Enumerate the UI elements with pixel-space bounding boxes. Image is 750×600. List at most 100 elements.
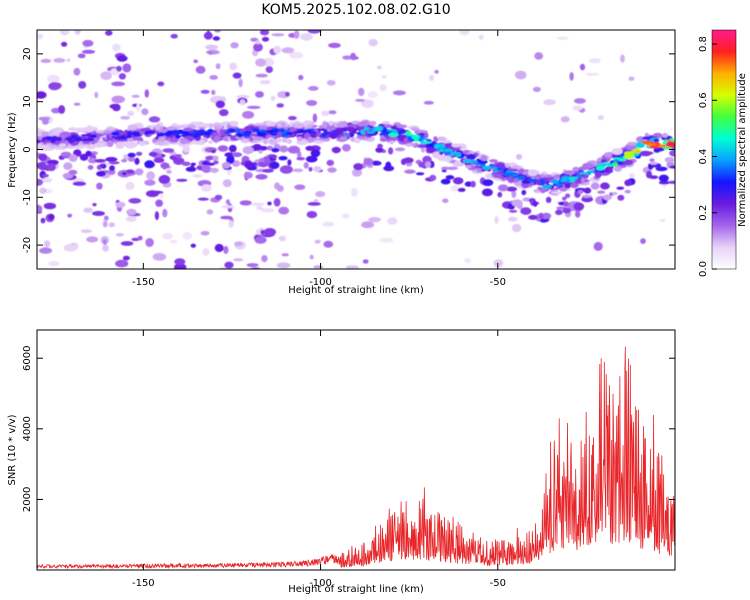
snr-y-tick-label: 4000: [22, 416, 33, 441]
spectrogram-ridge-blob: [101, 129, 114, 133]
spectrogram-noise-blob: [288, 116, 297, 121]
spectrogram-noise-blob: [214, 30, 221, 33]
spectrogram-band-blob: [166, 169, 172, 174]
spectrogram-noise-blob: [266, 145, 274, 151]
spectrogram-noise-blob: [314, 239, 321, 244]
spectrogram-noise-blob: [233, 258, 244, 262]
spectrogram-ridge-core: [542, 184, 552, 189]
spectrogram-band-blob: [127, 152, 136, 158]
spectrogram-noise-blob: [103, 215, 109, 221]
snr-x-tick-label: -100: [309, 578, 332, 589]
spectrogram-band-blob: [135, 151, 143, 156]
spectrogram-noise-blob: [350, 52, 357, 61]
spectrogram-ridge-blob: [37, 131, 42, 137]
spectrogram-noise-blob: [203, 31, 213, 40]
spectrogram-ridge-core: [181, 131, 190, 135]
spectrogram-noise-blob: [108, 222, 116, 228]
spectrogram-band-blob: [121, 159, 128, 163]
spectrogram-band-blob: [590, 182, 600, 190]
snr-y-ticks: 2000 4000 6000: [22, 346, 675, 512]
spectrogram-ridge-core: [648, 145, 658, 149]
spectrogram-ridge-blob: [578, 166, 589, 171]
spectrogram-noise-blob: [115, 201, 126, 208]
spectrogram-ridge-core: [223, 131, 230, 134]
spectrogram-noise-blob: [556, 36, 569, 40]
spectrogram-ridge-core: [156, 133, 164, 137]
spectrogram-ridge-core: [126, 130, 133, 136]
spectrogram-noise-blob: [214, 194, 223, 200]
spectrogram-noise-blob: [292, 168, 304, 173]
spectrogram-ridge-core: [144, 130, 151, 135]
spectrogram-ridge-core: [90, 134, 97, 138]
spectrogram-ridge-core: [604, 162, 611, 165]
spectrogram-band-blob: [363, 157, 374, 166]
spectrogram-band-blob: [575, 210, 581, 218]
spectrogram-band-blob: [497, 184, 509, 192]
spectrogram-noise-blob: [494, 216, 499, 224]
spectrogram-ridge-core: [420, 140, 426, 145]
spectrogram-noise-blob: [313, 166, 322, 172]
spectrogram-ridge-blob: [73, 145, 85, 149]
spectrogram-band-blob: [597, 190, 606, 194]
spectrogram-ridge-blob: [383, 124, 393, 129]
spectrogram-ridge-blob: [48, 144, 58, 149]
spectrogram-band-blob: [262, 156, 271, 165]
spectrogram-noise-blob: [640, 238, 646, 245]
spectrogram-noise-blob: [429, 74, 435, 81]
spectrogram-ridge-blob: [269, 139, 274, 143]
spectrogram-noise-blob: [162, 208, 168, 218]
spectrogram-ridge-blob: [59, 131, 72, 137]
spectrogram-ridge-core: [391, 130, 399, 133]
spectrogram-ridge-core: [192, 133, 200, 138]
spectrogram-band-blob: [79, 153, 89, 161]
spectrogram-band-blob: [303, 162, 309, 169]
spectrogram-noise-blob: [37, 91, 47, 99]
spectrogram-ridge-core: [421, 138, 428, 141]
spectrogram-ridge-core: [360, 129, 366, 135]
spectrogram-noise-blob: [313, 265, 324, 269]
spectrogram-noise-blob: [270, 95, 276, 102]
spectrogram-noise-blob: [342, 213, 350, 219]
spectrogram-ridge-blob: [166, 126, 178, 130]
spectrogram-ridge-blob: [318, 125, 324, 129]
spectrogram-band-blob: [310, 149, 321, 158]
spectrogram-ridge-blob: [654, 147, 665, 152]
spectrogram-noise-blob: [144, 89, 149, 98]
spectrogram-noise-blob: [379, 84, 387, 91]
spectrogram-y-tick-label: 0: [22, 146, 33, 152]
spectrogram-noise-blob: [588, 58, 601, 64]
spectrogram-noise-blob: [116, 55, 128, 62]
spectrogram-noise-blob: [354, 98, 366, 102]
spectrogram-noise-blob: [516, 153, 523, 160]
spectrogram-y-tick-label: -10: [22, 189, 33, 205]
spectrogram-noise-blob: [120, 116, 131, 120]
spectrogram-band-blob: [562, 196, 567, 201]
spectrogram-ridge-blob: [325, 126, 337, 131]
spectrogram-noise-blob: [293, 30, 300, 39]
spectrogram-noise-blob: [387, 217, 398, 225]
spectrogram-noise-blob: [228, 220, 234, 228]
spectrogram-noise-blob: [74, 30, 81, 35]
spectrogram-noise-blob: [102, 220, 108, 228]
spectrogram-ridge-core: [505, 170, 513, 174]
spectrogram-noise-blob: [115, 233, 124, 237]
spectrogram-noise-blob: [94, 91, 99, 99]
spectrogram-ridge-blob: [95, 142, 104, 147]
spectrogram-noise-blob: [459, 30, 470, 35]
spectrogram-ridge-blob: [433, 136, 438, 142]
spectrogram-band-blob: [68, 169, 78, 175]
spectrogram-ridge-core: [188, 130, 198, 133]
spectrogram-band-blob: [122, 172, 127, 176]
spectrogram-noise-blob: [43, 240, 51, 248]
spectrogram-ridge-blob: [580, 177, 586, 184]
spectrogram-noise-blob: [215, 63, 221, 70]
spectrogram-noise-blob: [208, 51, 213, 55]
spectrogram-noise-blob: [368, 217, 381, 223]
spectrogram-noise-blob: [238, 78, 243, 88]
spectrogram-noise-blob: [478, 34, 484, 40]
spectrogram-ridge-core: [85, 137, 95, 142]
spectrogram-noise-blob: [251, 202, 265, 207]
spectrogram-ridge-core: [630, 150, 637, 153]
snr-y-axis-label: SNR (10 * v/v): [7, 414, 18, 485]
